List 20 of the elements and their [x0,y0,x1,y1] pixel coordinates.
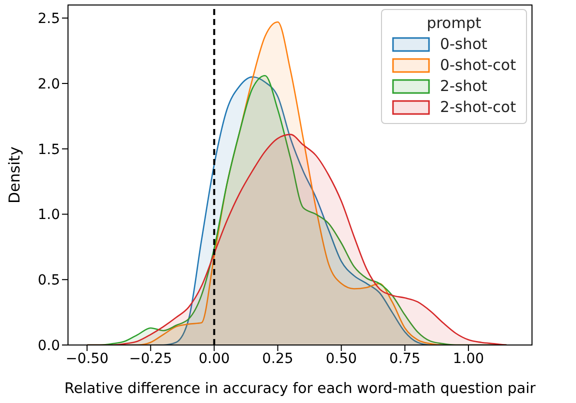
y-tick-label: 1.5 [38,142,60,158]
x-axis-title: Relative difference in accuracy for each word-math question pair [64,381,536,397]
legend-label: 0-shot-cot [440,56,516,74]
x-tick-label: 0.75 [389,350,420,367]
x-tick-label: 1.00 [452,350,484,367]
x-tick-label: −0.50 [66,350,109,367]
x-tick-label: −0.25 [129,350,172,367]
y-tick-label: 0.5 [38,272,60,289]
y-tick-label: 1.0 [38,207,60,224]
y-axis-title: Density [5,146,24,204]
legend-label: 2-shot-cot [440,98,516,116]
y-tick-label: 2.0 [38,76,60,92]
x-tick-label: 0.50 [326,350,357,367]
y-tick-label: 2.5 [38,11,60,28]
legend-label: 0-shot [440,35,488,53]
legend-label: 2-shot [440,77,488,95]
y-tick-label: 0.0 [38,338,60,354]
legend-title: prompt [426,14,482,32]
x-tick-label: 0.25 [262,350,294,367]
x-tick-label: 0.00 [198,350,230,367]
